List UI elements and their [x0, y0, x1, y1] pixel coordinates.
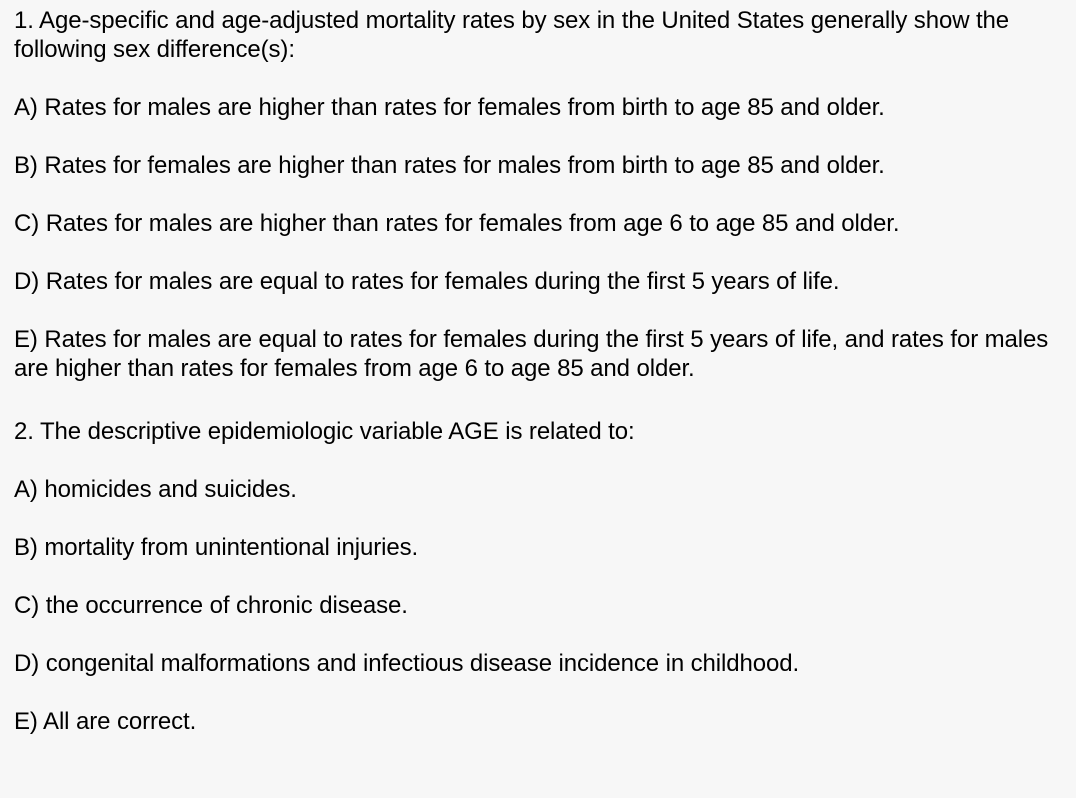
- question-1-stem: 1. Age-specific and age-adjusted mortali…: [14, 7, 1016, 63]
- question-2-stem: 2. The descriptive epidemiologic variabl…: [14, 418, 635, 445]
- question-2-option-d[interactable]: D) congenital malformations and infectio…: [14, 650, 800, 677]
- question-2-options: A) homicides and suicides. B) mortality …: [14, 475, 1066, 736]
- question-2-option-b[interactable]: B) mortality from unintentional injuries…: [14, 534, 419, 561]
- question-2-option-e[interactable]: E) All are correct.: [14, 708, 197, 735]
- question-1-option-c[interactable]: C) Rates for males are higher than rates…: [14, 210, 900, 237]
- question-1-options: A) Rates for males are higher than rates…: [14, 93, 1066, 383]
- question-2-option-c[interactable]: C) the occurrence of chronic disease.: [14, 592, 408, 619]
- question-2-option-a[interactable]: A) homicides and suicides.: [14, 476, 297, 503]
- question-1-option-d[interactable]: D) Rates for males are equal to rates fo…: [14, 268, 840, 295]
- question-1-option-b[interactable]: B) Rates for females are higher than rat…: [14, 152, 885, 179]
- question-1: 1. Age-specific and age-adjusted mortali…: [0, 0, 1076, 383]
- question-1-option-e[interactable]: E) Rates for males are equal to rates fo…: [14, 326, 1055, 382]
- question-2: 2. The descriptive epidemiologic variabl…: [0, 383, 1076, 736]
- question-1-option-a[interactable]: A) Rates for males are higher than rates…: [14, 94, 885, 121]
